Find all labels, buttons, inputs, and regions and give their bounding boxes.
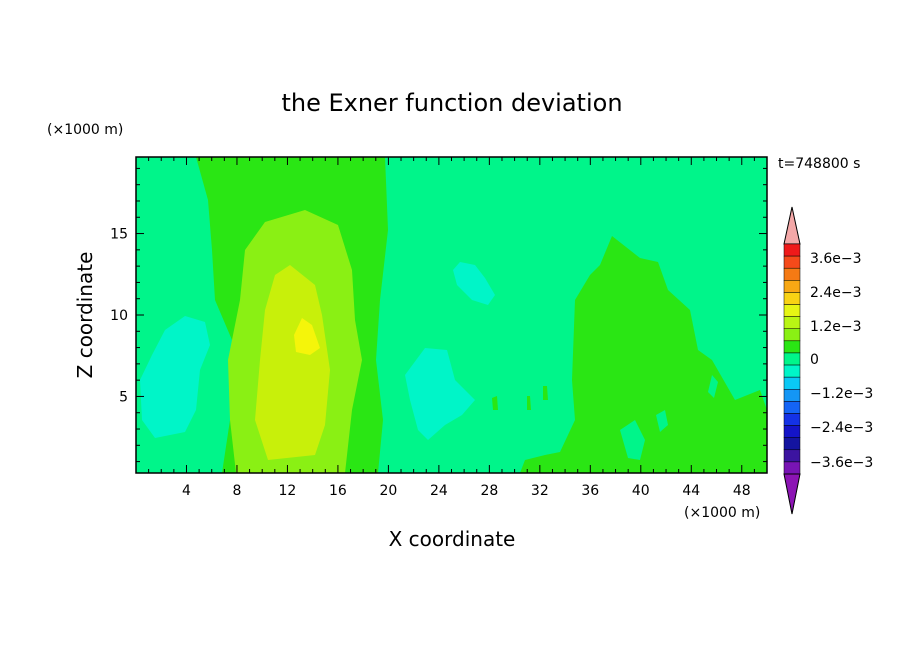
x-tick-label: 28: [480, 483, 498, 499]
colorbar-swatch: [783, 449, 801, 463]
region-negative-small-2: [656, 410, 668, 432]
x-tick-label: 4: [182, 483, 191, 499]
y-tick-label: 15: [110, 227, 128, 243]
x-tick-label: 32: [531, 483, 549, 499]
colorbar-swatch: [783, 280, 801, 293]
colorbar-label: −1.2e−3: [810, 386, 873, 402]
colorbar-swatch: [783, 352, 801, 366]
colorbar-under-triangle: [783, 473, 801, 515]
x-tick-label: 16: [329, 483, 347, 499]
x-tick-label: 44: [682, 483, 700, 499]
region-positive-low-right: [520, 236, 767, 473]
y-tick-label: 10: [110, 308, 128, 324]
colorbar-swatch: [783, 401, 801, 414]
region-positive-2: [255, 265, 330, 460]
x-tick-label: 24: [430, 483, 448, 499]
x-axis: 4 8 12 16 20 24 28 32 36 40 44 48: [148, 157, 755, 499]
y-tick-label: 5: [119, 389, 128, 405]
colorbar-over-triangle: [783, 206, 801, 245]
colorbar-label: 0: [810, 352, 819, 368]
region-positive-3: [294, 318, 320, 355]
colorbar-label: −2.4e−3: [810, 420, 873, 436]
x-tick-label: 40: [632, 483, 650, 499]
region-speck-2: [527, 396, 531, 410]
colorbar-swatch: [783, 425, 801, 438]
colorbar-swatch: [783, 316, 801, 329]
chart-title: the Exner function deviation: [281, 89, 622, 117]
colorbar-label: −3.6e−3: [810, 455, 873, 471]
colorbar-swatch: [783, 437, 801, 451]
x-tick-label: 20: [379, 483, 397, 499]
colorbar-label: 1.2e−3: [810, 319, 862, 335]
region-speck-3: [543, 386, 548, 400]
colorbar-swatch: [783, 255, 801, 269]
colorbar-swatch: [783, 328, 801, 342]
colorbar-label: 2.4e−3: [810, 285, 862, 301]
colorbar-swatch: [783, 243, 801, 257]
x-tick-label: 36: [581, 483, 599, 499]
colorbar-label: 3.6e−3: [810, 251, 862, 267]
y-unit-label: (×1000 m): [47, 122, 123, 138]
x-axis-title: X coordinate: [389, 527, 516, 551]
region-negative-center: [405, 348, 475, 440]
colorbar-swatch: [783, 340, 801, 354]
region-negative-small-3: [708, 375, 718, 398]
y-axis: 5 10 15: [110, 167, 767, 463]
colorbar-swatch: [783, 376, 801, 390]
region-negative-upper: [453, 262, 495, 305]
colorbar-swatch: [783, 292, 801, 305]
x-tick-label: 8: [232, 483, 241, 499]
x-unit-label: (×1000 m): [684, 505, 760, 521]
region-negative-left: [140, 316, 210, 438]
contour-field: [136, 157, 767, 473]
region-speck-1: [492, 396, 498, 410]
colorbar-swatch: [783, 364, 801, 378]
x-tick-label: 12: [279, 483, 297, 499]
region-negative-small-1: [620, 420, 645, 460]
colorbar-swatch: [783, 389, 801, 402]
y-axis-title: Z coordinate: [73, 252, 97, 379]
colorbar-swatch: [783, 267, 801, 281]
colorbar-swatch: [783, 413, 801, 426]
time-label: t=748800 s: [778, 156, 860, 172]
colorbar-swatch: [783, 461, 801, 475]
colorbar: 3.6e−3 2.4e−3 1.2e−3 0 −1.2e−3 −2.4e−3 −3.6e−3: [783, 206, 873, 515]
x-tick-label: 48: [733, 483, 751, 499]
colorbar-swatch: [783, 304, 801, 317]
